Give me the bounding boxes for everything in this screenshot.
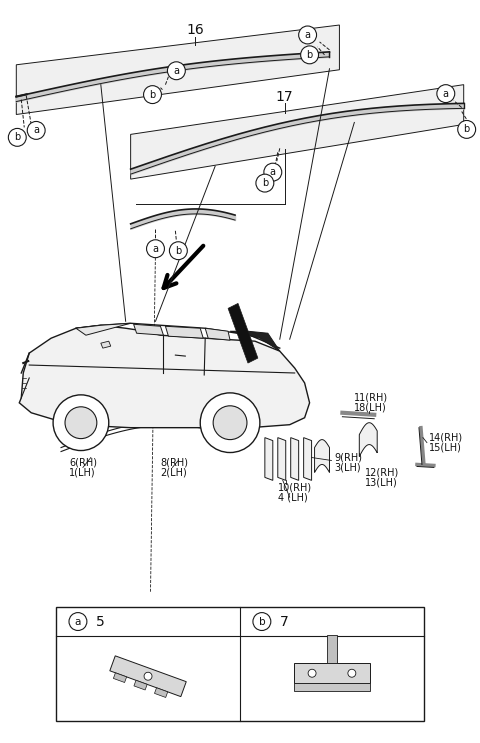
Circle shape	[69, 612, 87, 631]
Bar	[134, 681, 147, 690]
Text: 2(LH): 2(LH)	[160, 467, 187, 478]
Circle shape	[168, 62, 185, 80]
Polygon shape	[19, 325, 310, 428]
Text: 7: 7	[280, 614, 288, 629]
Text: b: b	[464, 124, 470, 134]
Text: a: a	[443, 88, 449, 99]
Circle shape	[264, 163, 282, 181]
Text: 6(RH): 6(RH)	[69, 458, 97, 467]
Text: a: a	[75, 617, 81, 626]
Polygon shape	[360, 423, 377, 456]
Text: 3(LH): 3(LH)	[335, 462, 361, 473]
Polygon shape	[101, 341, 111, 348]
Circle shape	[308, 669, 316, 677]
Text: 5: 5	[96, 614, 105, 629]
Text: 17: 17	[276, 90, 294, 103]
Text: b: b	[175, 246, 181, 256]
Bar	[294, 683, 370, 691]
Circle shape	[253, 612, 271, 631]
Text: b: b	[259, 617, 265, 626]
Circle shape	[144, 85, 161, 103]
Bar	[327, 635, 337, 663]
Polygon shape	[314, 440, 329, 473]
Text: a: a	[153, 244, 158, 253]
Circle shape	[65, 407, 97, 438]
Polygon shape	[76, 323, 131, 335]
Text: 15(LH): 15(LH)	[429, 443, 462, 452]
Bar	[113, 673, 127, 683]
Circle shape	[200, 393, 260, 452]
Polygon shape	[133, 324, 164, 335]
Text: 4 (LH): 4 (LH)	[278, 493, 308, 502]
Text: 9(RH): 9(RH)	[335, 452, 362, 462]
Circle shape	[8, 129, 26, 146]
Polygon shape	[205, 328, 230, 340]
Circle shape	[169, 241, 187, 259]
Text: a: a	[305, 30, 311, 40]
Circle shape	[53, 395, 109, 450]
Text: 8(RH): 8(RH)	[160, 458, 189, 467]
Polygon shape	[278, 438, 286, 481]
Text: a: a	[173, 65, 180, 76]
Circle shape	[144, 672, 152, 680]
Text: 1(LH): 1(LH)	[69, 467, 96, 478]
Text: b: b	[14, 132, 21, 143]
Text: b: b	[306, 50, 312, 60]
Text: 16: 16	[186, 23, 204, 37]
Text: a: a	[270, 167, 276, 177]
Bar	[155, 688, 168, 698]
Text: 12(RH): 12(RH)	[365, 467, 399, 478]
Text: 11(RH): 11(RH)	[354, 393, 388, 403]
Text: 13(LH): 13(LH)	[365, 477, 398, 487]
Polygon shape	[228, 303, 258, 363]
Circle shape	[213, 406, 247, 440]
Polygon shape	[265, 438, 273, 481]
Bar	[294, 663, 370, 683]
Circle shape	[299, 26, 316, 44]
Text: b: b	[262, 178, 268, 188]
Circle shape	[256, 174, 274, 192]
Circle shape	[437, 85, 455, 103]
Circle shape	[146, 240, 165, 258]
Bar	[110, 656, 186, 697]
Circle shape	[27, 121, 45, 140]
Text: 18(LH): 18(LH)	[354, 403, 387, 413]
Polygon shape	[304, 438, 312, 481]
Text: 10(RH): 10(RH)	[278, 482, 312, 493]
Circle shape	[348, 669, 356, 677]
Polygon shape	[131, 85, 464, 179]
Text: a: a	[33, 126, 39, 135]
Text: b: b	[149, 90, 156, 100]
Polygon shape	[230, 331, 280, 351]
Bar	[56, 606, 424, 721]
Text: 14(RH): 14(RH)	[429, 432, 463, 443]
Circle shape	[300, 46, 319, 64]
Circle shape	[458, 120, 476, 138]
Polygon shape	[166, 326, 203, 338]
Polygon shape	[16, 25, 339, 114]
Polygon shape	[291, 438, 299, 481]
